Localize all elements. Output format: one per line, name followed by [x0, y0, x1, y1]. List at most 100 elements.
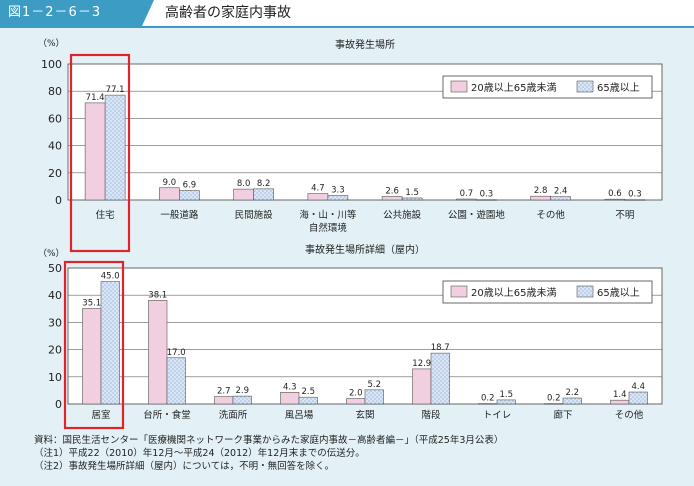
data-label: 2.9 — [235, 386, 249, 396]
legend-label-series-a: 20歳以上65歳未満 — [471, 287, 556, 299]
data-label: 2.7 — [217, 387, 231, 397]
category-label-line: 風呂場 — [285, 409, 314, 421]
data-label: 17.0 — [167, 348, 186, 358]
y-tick-label: 0 — [55, 194, 62, 207]
category-label-line: 居室 — [91, 409, 110, 421]
data-label: 71.4 — [86, 93, 105, 103]
bar-series-b — [327, 195, 349, 201]
bar-series-a — [214, 396, 234, 405]
header-rule — [0, 26, 694, 28]
category-label-line: 公共施設 — [383, 209, 422, 221]
category-label-line: 一般道路 — [160, 209, 199, 221]
category-label: 風呂場 — [285, 409, 314, 421]
bar-series-a — [307, 193, 329, 201]
note-1: （注1）平成22（2010）年12月～平成24（2012）年12月末までの伝送分… — [34, 448, 365, 459]
note-2: （注2）事故発生場所詳細（屋内）については，不明・無回答を除く。 — [34, 461, 335, 472]
category-label-line: 階段 — [421, 409, 441, 421]
bar-series-b — [179, 190, 200, 201]
highlight-frame — [63, 260, 125, 430]
y-axis-unit: （%） — [38, 248, 65, 259]
category-label-line: トイレ — [483, 410, 512, 421]
legend-label-series-a: 20歳以上65歳未満 — [471, 82, 556, 94]
bar-series-a — [82, 308, 102, 405]
bar-series-a — [233, 188, 254, 201]
category-label: 公園・遊園地 — [448, 209, 506, 221]
highlight-frame — [69, 53, 131, 253]
category-label: 玄関 — [355, 409, 374, 421]
bar-series-a — [84, 102, 106, 201]
bar-series-a — [456, 198, 477, 201]
data-label: 2.8 — [534, 186, 548, 196]
data-label: 0.3 — [628, 190, 642, 200]
bar-series-b — [364, 389, 384, 405]
data-label: 2.0 — [349, 389, 363, 399]
data-label: 45.0 — [101, 272, 120, 282]
category-label-line: 民間施設 — [235, 209, 274, 221]
legend-swatch-series-b — [576, 80, 594, 93]
category-label-line: 玄関 — [355, 409, 374, 421]
data-label: 2.5 — [301, 387, 315, 397]
bar-series-a — [280, 392, 300, 405]
data-label: 38.1 — [148, 290, 167, 300]
data-label: 12.9 — [412, 359, 431, 369]
y-tick-label: 0 — [55, 398, 62, 411]
y-tick-label: 20 — [48, 167, 62, 180]
source-notes: 資料：国民生活センター「医療機関ネットワーク事業からみた家庭内事故－高齢者編－」… — [34, 434, 503, 473]
data-label: 1.4 — [613, 390, 627, 400]
data-label: 0.3 — [480, 190, 494, 200]
figure-header: 図1－2－6－3 高齢者の家庭内事故 — [0, 0, 694, 26]
data-label: 8.0 — [237, 179, 251, 189]
legend-box — [442, 75, 653, 99]
data-label: 2.4 — [554, 187, 568, 197]
category-label-line: 住宅 — [96, 209, 115, 221]
data-label: 3.3 — [331, 186, 345, 196]
data-label: 4.4 — [631, 382, 645, 392]
chart-accident-location: 0 20 40 60 80 100 （%） 事故発生場所 71.477.1 住宅 9.0 6.9 一般道… — [38, 38, 663, 253]
y-tick-label: 40 — [48, 289, 62, 302]
legend-swatch-series-a — [450, 285, 468, 298]
bar-series-b — [253, 188, 274, 201]
category-label: 住宅 — [96, 209, 115, 221]
legend-swatch-series-b — [576, 285, 594, 298]
category-label: 台所・食堂 — [143, 409, 191, 421]
category-label: 階段 — [421, 409, 441, 421]
bar-series-a — [478, 403, 498, 405]
y-tick-label: 50 — [48, 262, 62, 275]
bar-series-a — [381, 196, 403, 201]
y-tick-label: 20 — [48, 344, 62, 357]
category-label: 民間施設 — [235, 209, 274, 221]
bar-series-b — [562, 397, 582, 405]
chart-title: 事故発生場所 — [335, 38, 395, 51]
data-label: 0.2 — [481, 393, 495, 403]
y-tick-label: 30 — [48, 316, 62, 329]
y-tick-label: 10 — [48, 371, 62, 384]
category-label-line: 洗面所 — [219, 409, 248, 421]
data-label: 0.2 — [547, 393, 561, 403]
bar-series-a — [610, 399, 630, 405]
legend-label-series-b: 65歳以上 — [597, 82, 640, 94]
bar-series-a — [544, 403, 564, 405]
bar-series-a — [159, 187, 180, 201]
y-tick-label: 60 — [48, 112, 62, 125]
category-label: 公共施設 — [383, 209, 422, 221]
category-label-line: その他 — [536, 209, 565, 221]
data-label: 8.2 — [257, 179, 271, 189]
data-label: 4.7 — [311, 184, 325, 194]
category-label: 一般道路 — [160, 209, 199, 221]
category-label: 居室 — [91, 409, 110, 421]
category-label-line: その他 — [615, 409, 644, 421]
bar-series-a — [346, 398, 366, 405]
bar-series-b — [430, 352, 450, 405]
bar-series-b — [624, 199, 646, 201]
bar-series-b — [476, 199, 497, 201]
data-label: 6.9 — [183, 181, 197, 191]
figure-number-tab-edge — [142, 0, 154, 26]
bar-series-a — [412, 368, 432, 405]
data-label: 4.3 — [283, 382, 297, 392]
data-label: 9.0 — [163, 178, 177, 188]
category-label-line: 台所・食堂 — [143, 409, 191, 421]
data-label: 5.2 — [367, 380, 381, 390]
data-label: 2.2 — [565, 388, 579, 398]
legend-box — [442, 280, 653, 304]
